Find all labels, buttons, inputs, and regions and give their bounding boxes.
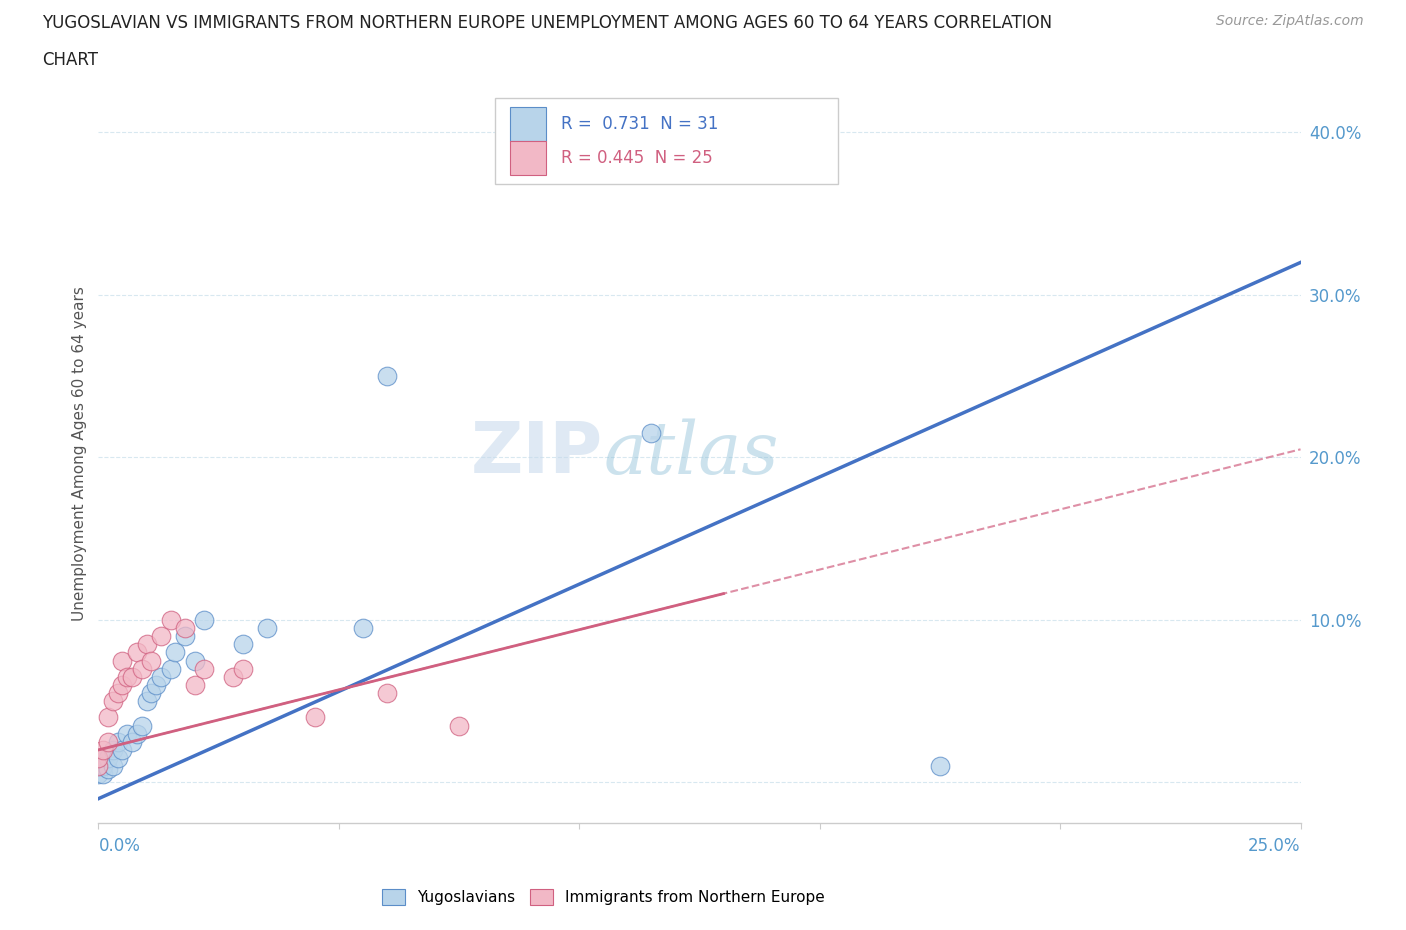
Text: atlas: atlas (603, 418, 779, 488)
Point (304, 710, 326, 724)
Point (447, 718, 470, 733)
Text: 0.0%: 0.0% (98, 837, 141, 855)
Point (193, 613, 215, 628)
Point (222, 670, 245, 684)
Point (117, 726, 139, 741)
Point (121, 670, 143, 684)
Point (101, 759, 124, 774)
Text: Source: ZipAtlas.com: Source: ZipAtlas.com (1216, 14, 1364, 28)
Point (375, 369, 398, 384)
Point (97, 762, 120, 777)
Point (352, 620, 374, 635)
Point (165, 645, 187, 660)
Point (131, 718, 153, 733)
Point (174, 620, 197, 635)
Point (159, 661, 181, 676)
Point (107, 685, 129, 700)
Point (117, 670, 139, 684)
Point (131, 661, 153, 676)
Point (232, 637, 254, 652)
Point (928, 759, 950, 774)
Point (91, 759, 114, 774)
Y-axis label: Unemployment Among Ages 60 to 64 years: Unemployment Among Ages 60 to 64 years (72, 286, 87, 621)
Text: R = 0.445  N = 25: R = 0.445 N = 25 (561, 150, 713, 167)
Point (91, 742, 114, 757)
Point (640, 426, 662, 441)
Point (174, 629, 197, 644)
Bar (509, 141, 546, 175)
Point (91, 767, 114, 782)
Point (141, 653, 163, 668)
Point (149, 629, 172, 644)
Point (101, 694, 124, 709)
Point (87, 767, 110, 782)
Text: 25.0%: 25.0% (1249, 837, 1301, 855)
Point (125, 645, 148, 660)
Point (183, 677, 205, 692)
Text: R =  0.731  N = 31: R = 0.731 N = 31 (561, 115, 718, 133)
Point (125, 726, 148, 741)
Point (107, 735, 129, 750)
Text: YUGOSLAVIAN VS IMMIGRANTS FROM NORTHERN EUROPE UNEMPLOYMENT AMONG AGES 60 TO 64 : YUGOSLAVIAN VS IMMIGRANTS FROM NORTHERN … (42, 14, 1052, 32)
Point (375, 685, 398, 700)
Point (87, 751, 110, 765)
Point (135, 637, 157, 652)
Point (183, 653, 205, 668)
Point (256, 620, 278, 635)
Point (87, 759, 110, 774)
Point (87, 759, 110, 774)
Bar (509, 107, 546, 140)
Point (159, 613, 181, 628)
FancyBboxPatch shape (495, 99, 838, 183)
Point (145, 677, 167, 692)
Point (111, 677, 134, 692)
Point (121, 735, 143, 750)
Point (97, 751, 120, 765)
Point (232, 661, 254, 676)
Point (193, 661, 215, 676)
Point (101, 742, 124, 757)
Legend: Yugoslavians, Immigrants from Northern Europe: Yugoslavians, Immigrants from Northern E… (375, 884, 831, 911)
Text: ZIP: ZIP (471, 418, 603, 488)
Point (111, 742, 134, 757)
Point (97, 710, 120, 724)
Point (107, 751, 129, 765)
Point (97, 735, 120, 750)
Point (141, 685, 163, 700)
Text: CHART: CHART (42, 51, 98, 69)
Point (135, 694, 157, 709)
Point (111, 653, 134, 668)
Point (87, 751, 110, 765)
Point (149, 670, 172, 684)
